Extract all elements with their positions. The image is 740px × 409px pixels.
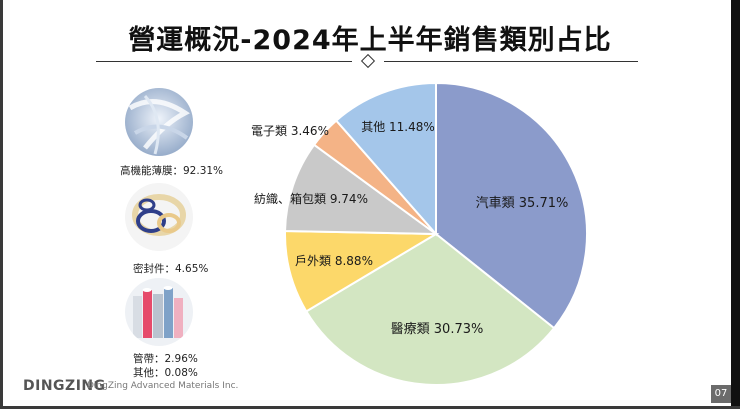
page-title: 營運概況-2024年上半年銷售類別占比 xyxy=(128,25,612,56)
title-divider-right xyxy=(384,61,638,62)
pie-label-2: 戶外類 8.88% xyxy=(295,254,373,268)
slide-frame-right xyxy=(731,0,740,409)
title-divider-left xyxy=(96,61,352,62)
seal-product-image xyxy=(125,183,193,251)
page-number: 07 xyxy=(711,385,731,403)
pie-slice-0 xyxy=(435,81,588,330)
slide-frame-left xyxy=(0,0,3,409)
company-name: DingZing Advanced Materials Inc. xyxy=(87,381,239,391)
other-share-caption: 其他：0.08% xyxy=(133,367,198,379)
seal-share-caption: 密封件：4.65% xyxy=(133,263,209,275)
pie-label-1: 醫療類 30.73% xyxy=(391,322,484,337)
pie-slice-1 xyxy=(304,232,556,386)
film-share-caption: 高機能薄膜：92.31% xyxy=(120,165,224,177)
pie-label-4: 電子類 3.46% xyxy=(251,124,329,138)
tube-share-caption: 管帶：2.96% xyxy=(133,353,198,365)
pie-slice-2 xyxy=(284,229,440,313)
slide-frame-bottom xyxy=(0,406,740,409)
pie-label-5: 其他 11.48% xyxy=(361,120,435,134)
dingzing-logo: DINGZING xyxy=(23,378,106,394)
pie-label-0: 汽車類 35.71% xyxy=(476,196,569,211)
pie-label-3: 紡織、箱包類 9.74% xyxy=(254,191,368,206)
film-product-image xyxy=(125,88,193,156)
pie-slice-5 xyxy=(334,81,437,237)
tube-product-image xyxy=(125,278,193,346)
pie-slice-3 xyxy=(284,143,440,236)
